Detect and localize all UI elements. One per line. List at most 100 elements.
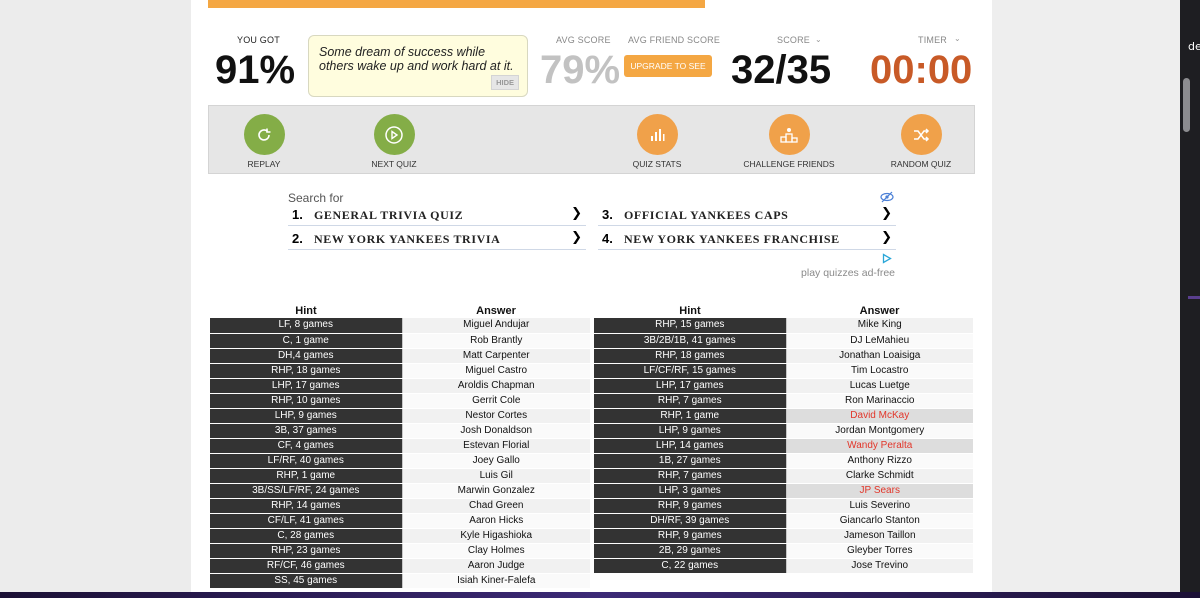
chevron-down-icon[interactable]: ⌄ bbox=[954, 34, 961, 43]
answer-cell: Nestor Cortes bbox=[401, 408, 590, 424]
answer-cell: Gleyber Torres bbox=[785, 543, 973, 559]
answer-cell: Gerrit Cole bbox=[401, 393, 590, 409]
hint-cell: LHP, 17 games bbox=[210, 378, 402, 394]
table-row: RF/CF, 46 games Aaron Judge bbox=[210, 558, 590, 574]
ad-item-text: GENERAL TRIVIA QUIZ bbox=[314, 208, 464, 222]
table-row: 3B/2B/1B, 41 games DJ LeMahieu bbox=[594, 333, 973, 349]
shuffle-icon bbox=[900, 114, 942, 155]
next-quiz-button[interactable]: NEXT QUIZ bbox=[339, 114, 449, 169]
replay-label: REPLAY bbox=[247, 159, 281, 169]
hint-cell: LHP, 9 games bbox=[594, 423, 786, 439]
table-row: DH,4 games Matt Carpenter bbox=[210, 348, 590, 364]
browser-side-strip: de bbox=[1180, 0, 1200, 598]
ad-link-general-trivia-quiz[interactable]: 1. GENERAL TRIVIA QUIZ ❯ bbox=[288, 204, 586, 226]
table-row: CF/LF, 41 games Aaron Hicks bbox=[210, 513, 590, 529]
hide-quote-button[interactable]: HIDE bbox=[491, 75, 519, 90]
missed-answer-cell: Wandy Peralta bbox=[785, 438, 973, 454]
answer-cell: Kyle Higashioka bbox=[401, 528, 590, 544]
hint-cell: LHP, 17 games bbox=[594, 378, 786, 394]
table-row: C, 28 games Kyle Higashioka bbox=[210, 528, 590, 544]
table-row: C, 1 game Rob Brantly bbox=[210, 333, 590, 349]
score-label: SCORE bbox=[777, 35, 811, 45]
ad-item-text: OFFICIAL YANKEES CAPS bbox=[624, 208, 789, 222]
hint-cell: LHP, 3 games bbox=[594, 483, 786, 499]
scrollbar-thumb[interactable] bbox=[1183, 78, 1190, 132]
table-row: SS, 45 games Isiah Kiner-Falefa bbox=[210, 573, 590, 589]
hint-cell: C, 1 game bbox=[210, 333, 402, 349]
table-row: LF, 8 games Miguel Andujar bbox=[210, 318, 590, 334]
table-row: RHP, 18 games Jonathan Loaisiga bbox=[594, 348, 973, 364]
answer-cell: Giancarlo Stanton bbox=[785, 513, 973, 529]
table-row: CF, 4 games Estevan Florial bbox=[210, 438, 590, 454]
quote-text: Some dream of success while others wake … bbox=[319, 45, 514, 73]
table-row: LHP, 9 games Jordan Montgomery bbox=[594, 423, 973, 439]
answer-cell: Joey Gallo bbox=[401, 453, 590, 469]
table-row: C, 22 games Jose Trevino bbox=[594, 558, 973, 574]
ad-link-new-york-yankees-franchise[interactable]: 4. NEW YORK YANKEES FRANCHISE ❯ bbox=[598, 228, 896, 250]
answer-cell: Isiah Kiner-Falefa bbox=[401, 573, 590, 589]
hint-cell: LHP, 14 games bbox=[594, 438, 786, 454]
answer-cell: Tim Locastro bbox=[785, 363, 973, 379]
hint-cell: 3B, 37 games bbox=[210, 423, 402, 439]
chevron-right-icon: ❯ bbox=[881, 230, 892, 245]
answer-cell: Miguel Andujar bbox=[401, 318, 590, 334]
timer-value: 00:00 bbox=[870, 48, 973, 92]
hint-cell: RHP, 14 games bbox=[210, 498, 402, 514]
hint-column-header: Hint bbox=[679, 305, 701, 317]
answer-cell: Clarke Schmidt bbox=[785, 468, 973, 484]
hint-cell: DH,4 games bbox=[210, 348, 402, 364]
table-row: 3B, 37 games Josh Donaldson bbox=[210, 423, 590, 439]
upgrade-to-see-button[interactable]: UPGRADE TO SEE bbox=[624, 55, 712, 77]
timer-label: TIMER bbox=[918, 35, 947, 45]
search-ad-block: Search for 1. GENERAL TRIVIA QUIZ ❯ 2. N… bbox=[288, 190, 898, 282]
table-row: RHP, 7 games Ron Marinaccio bbox=[594, 393, 973, 409]
hint-cell: C, 28 games bbox=[210, 528, 402, 544]
answer-cell: Rob Brantly bbox=[401, 333, 590, 349]
ad-link-official-yankees-caps[interactable]: 3. OFFICIAL YANKEES CAPS ❯ bbox=[598, 204, 896, 226]
answer-cell: DJ LeMahieu bbox=[785, 333, 973, 349]
ad-item-number: 4. bbox=[602, 231, 613, 246]
adchoices-play-icon[interactable] bbox=[882, 253, 892, 264]
table-row: LHP, 3 games JP Sears bbox=[594, 483, 973, 499]
quiz-stats-button[interactable]: QUIZ STATS bbox=[602, 114, 712, 169]
answer-cell: Jameson Taillon bbox=[785, 528, 973, 544]
replay-icon bbox=[243, 114, 285, 155]
ad-link-new-york-yankees-trivia[interactable]: 2. NEW YORK YANKEES TRIVIA ❯ bbox=[288, 228, 586, 250]
table-row: LF/RF, 40 games Joey Gallo bbox=[210, 453, 590, 469]
hint-cell: SS, 45 games bbox=[210, 573, 402, 589]
hint-cell: RHP, 7 games bbox=[594, 468, 786, 484]
hint-cell: LF/RF, 40 games bbox=[210, 453, 402, 469]
podium-icon bbox=[768, 114, 810, 155]
hint-cell: 3B/SS/LF/RF, 24 games bbox=[210, 483, 402, 499]
hint-cell: RHP, 7 games bbox=[594, 393, 786, 409]
challenge-friends-button[interactable]: CHALLENGE FRIENDS bbox=[734, 114, 844, 169]
table-row: RHP, 1 game David McKay bbox=[594, 408, 973, 424]
hint-cell: CF/LF, 41 games bbox=[210, 513, 402, 529]
side-strip-text-fragment: de bbox=[1188, 40, 1200, 53]
desktop-dock-edge bbox=[0, 592, 1200, 598]
hint-cell: 3B/2B/1B, 41 games bbox=[594, 333, 786, 349]
table-row: 2B, 29 games Gleyber Torres bbox=[594, 543, 973, 559]
chevron-right-icon: ❯ bbox=[571, 206, 582, 221]
table-row: LHP, 17 games Lucas Luetge bbox=[594, 378, 973, 394]
play-icon bbox=[373, 114, 415, 155]
table-row: 1B, 27 games Anthony Rizzo bbox=[594, 453, 973, 469]
hint-cell: RHP, 9 games bbox=[594, 528, 786, 544]
replay-button[interactable]: REPLAY bbox=[209, 114, 319, 169]
side-strip-accent bbox=[1188, 296, 1200, 299]
hint-cell: RHP, 15 games bbox=[594, 318, 786, 334]
play-ad-free-link[interactable]: play quizzes ad-free bbox=[801, 267, 895, 279]
score-value: 32/35 bbox=[731, 48, 832, 92]
answer-cell: Josh Donaldson bbox=[401, 423, 590, 439]
answer-cell: Matt Carpenter bbox=[401, 348, 590, 364]
hide-eye-icon[interactable] bbox=[880, 191, 894, 203]
random-quiz-label: RANDOM QUIZ bbox=[890, 159, 952, 169]
table-row: RHP, 23 games Clay Holmes bbox=[210, 543, 590, 559]
ad-item-number: 3. bbox=[602, 207, 613, 222]
answer-column-header: Answer bbox=[859, 305, 900, 317]
hint-cell: LHP, 9 games bbox=[210, 408, 402, 424]
chevron-down-icon[interactable]: ⌄ bbox=[815, 35, 822, 44]
table-row: 3B/SS/LF/RF, 24 games Marwin Gonzalez bbox=[210, 483, 590, 499]
random-quiz-button[interactable]: RANDOM QUIZ bbox=[866, 114, 976, 169]
avg-friend-score-label: AVG FRIEND SCORE bbox=[628, 35, 721, 45]
